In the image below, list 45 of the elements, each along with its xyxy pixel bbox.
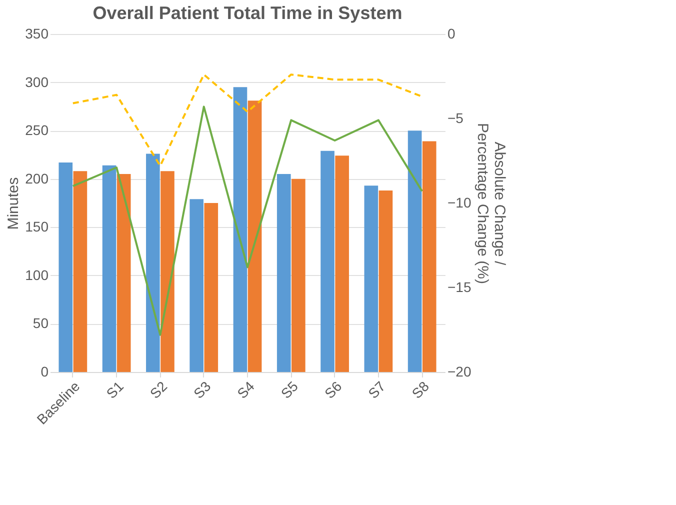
x-tick-label: S2 — [146, 378, 170, 402]
y-axis-title: Minutes — [5, 177, 22, 230]
y-tick-label: 0 — [40, 364, 49, 380]
bar — [190, 199, 204, 372]
bar — [160, 171, 174, 372]
y-tick-label: 250 — [25, 122, 49, 138]
bar — [335, 156, 349, 372]
bar — [204, 203, 218, 372]
y-tick-label: 300 — [25, 74, 49, 90]
y-tick-label: 350 — [25, 26, 49, 42]
x-tick-label: S6 — [321, 378, 345, 402]
y-tick-label: 200 — [25, 170, 49, 186]
y2-tick-label: −5 — [448, 110, 464, 126]
bar — [248, 100, 262, 372]
y-tick-label: 150 — [25, 218, 49, 235]
x-tick-label: S1 — [103, 378, 127, 402]
x-tick-label: S4 — [234, 378, 258, 402]
x-tick-label: S3 — [190, 378, 214, 402]
y-tick-label: 50 — [32, 315, 49, 332]
bar — [233, 87, 248, 372]
text: Absolute Change / — [491, 142, 508, 266]
line-series — [72, 74, 424, 167]
y2-tick-label: 0 — [448, 26, 456, 42]
bar — [408, 130, 422, 372]
bar — [292, 178, 306, 372]
bar — [58, 162, 73, 372]
bar — [378, 190, 393, 372]
text: Percentage Change (%) — [474, 123, 492, 284]
x-tick-label: S5 — [278, 378, 302, 402]
y2-tick-label: −20 — [448, 364, 472, 380]
y2-tick-label: −10 — [448, 194, 472, 210]
line-series — [72, 106, 424, 336]
x-tick-label: S8 — [408, 378, 432, 402]
chart-title: Overall Patient Total Time in System — [92, 3, 402, 23]
bar — [102, 165, 116, 372]
bar — [320, 150, 334, 372]
y2-tick-label: −15 — [448, 279, 472, 295]
x-tick-label: S7 — [364, 378, 388, 402]
bar — [146, 154, 160, 372]
bar — [73, 171, 88, 372]
bar — [276, 174, 291, 372]
bar — [116, 174, 131, 372]
bar — [364, 186, 378, 372]
bar — [422, 141, 436, 372]
y-tick-label: 100 — [25, 266, 49, 283]
